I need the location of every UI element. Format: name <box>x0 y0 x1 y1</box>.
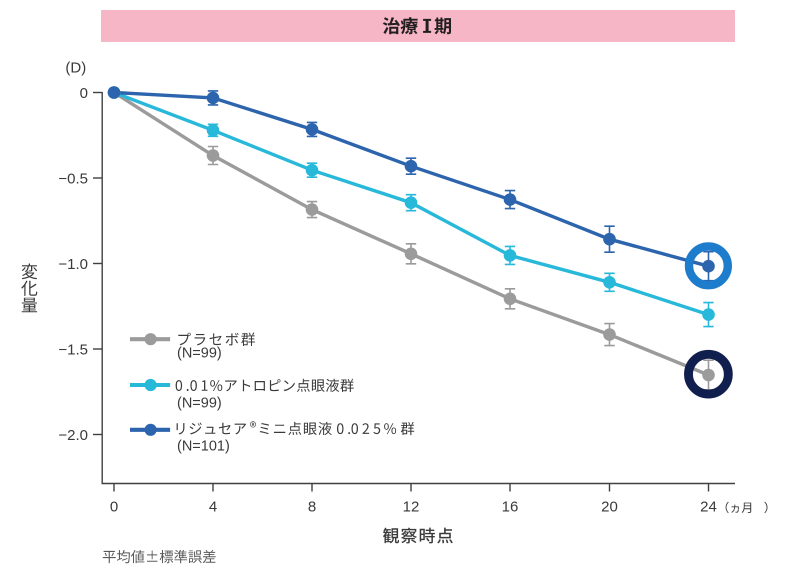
svg-text:12: 12 <box>403 499 420 516</box>
svg-text:8: 8 <box>308 499 316 516</box>
svg-text:−1.0: −1.0 <box>58 256 88 273</box>
svg-text:16: 16 <box>502 499 519 516</box>
svg-text:−0.5: −0.5 <box>58 170 88 187</box>
svg-text:20: 20 <box>601 499 618 516</box>
svg-text:24: 24 <box>700 499 717 516</box>
svg-text:(N=101): (N=101) <box>177 439 230 455</box>
svg-text:4: 4 <box>209 499 217 516</box>
svg-text:0: 0 <box>80 85 88 102</box>
svg-text:−2.0: −2.0 <box>58 427 88 444</box>
svg-text:0: 0 <box>110 499 118 516</box>
svg-text:(N=99): (N=99) <box>177 345 222 361</box>
svg-text:−1.5: −1.5 <box>58 341 88 358</box>
svg-text:(N=99): (N=99) <box>177 396 222 412</box>
svg-text:(D): (D) <box>65 59 86 76</box>
